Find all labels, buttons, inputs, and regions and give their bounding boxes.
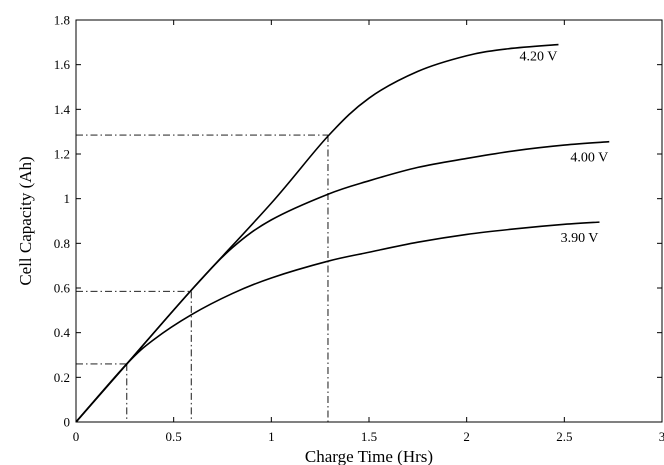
series-labels: 4.20 V 4.00 V 3.90 V (520, 50, 609, 247)
x-tick-label: 1.5 (361, 429, 377, 444)
series-line (75, 140, 610, 423)
y-tick-label: 1.6 (54, 57, 71, 72)
series-label: 3.90 V (561, 231, 599, 246)
series-line (75, 43, 559, 423)
plot-frame (75, 19, 663, 423)
y-tick-label: 0.6 (54, 281, 71, 296)
axis-ticks: 0 0.5 1 1.5 2 2.5 3 0 0.2 0.4 0.6 0.8 1 1.2 1.4 1.6 1.8 (54, 13, 664, 445)
y-tick-label: 1.2 (54, 147, 70, 162)
x-axis-title: Charge Time (Hrs) (305, 447, 433, 465)
y-tick-label: 1.8 (54, 13, 70, 28)
x-tick-label: 1 (268, 429, 275, 444)
x-tick-label: 0 (73, 429, 80, 444)
y-tick-label: 0.8 (54, 236, 70, 251)
x-tick-label: 0.5 (166, 429, 182, 444)
x-tick-label: 3 (659, 429, 664, 444)
y-tick-label: 1 (64, 191, 71, 206)
y-tick-label: 1.4 (54, 102, 71, 117)
y-tick-label: 0.4 (54, 325, 71, 340)
series-label: 4.00 V (570, 151, 608, 166)
y-tick-label: 0.2 (54, 370, 70, 385)
series-label: 4.20 V (520, 50, 558, 65)
series-lines (75, 43, 610, 423)
reference-lines (76, 134, 329, 422)
y-tick-label: 0 (64, 415, 71, 430)
x-tick-label: 2 (463, 429, 470, 444)
y-axis-title: Cell Capacity (Ah) (16, 156, 35, 285)
x-tick-label: 2.5 (556, 429, 572, 444)
series-line (75, 221, 600, 423)
